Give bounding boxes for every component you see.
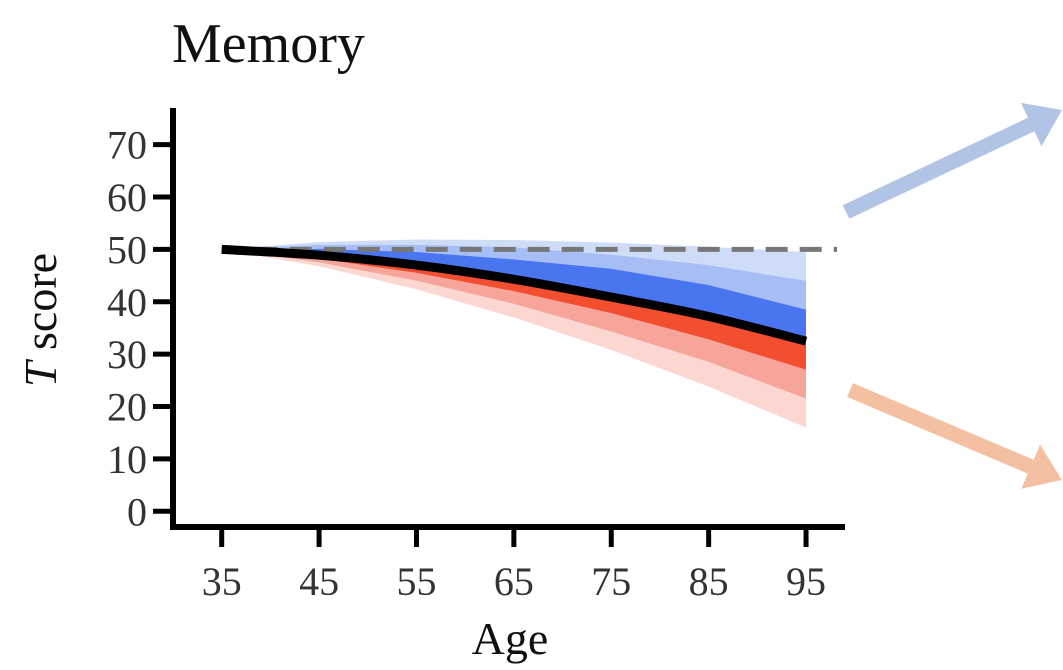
- y-axis-title-rest: score: [15, 253, 66, 362]
- y-tick-label-70: 70: [107, 123, 147, 168]
- y-tick-label-30: 30: [107, 332, 147, 377]
- y-tick-label-50: 50: [107, 227, 147, 272]
- x-tick-label-35: 35: [202, 559, 242, 604]
- x-tick-label-55: 55: [396, 559, 436, 604]
- y-axis-ticks: 0 10 20 30 40 50 60 70: [107, 123, 173, 534]
- y-axis-title: T score: [15, 253, 66, 387]
- band-upper-2: [221, 248, 806, 342]
- x-axis-ticks: 35 45 55 65 75 85 95: [202, 527, 826, 604]
- y-tick-label-40: 40: [107, 280, 147, 325]
- x-tick-label-95: 95: [786, 559, 826, 604]
- arrows: [842, 102, 1062, 489]
- y-axis-title-italic: T: [15, 358, 66, 387]
- y-tick-label-60: 60: [107, 175, 147, 220]
- band-upper-0: [221, 239, 806, 281]
- blue-arrow-head: [1021, 102, 1062, 147]
- x-tick-label-75: 75: [591, 559, 631, 604]
- x-tick-label-45: 45: [299, 559, 339, 604]
- x-axis-title: Age: [472, 613, 549, 664]
- median-trajectory-line: [221, 244, 808, 346]
- blue-arrow-shaft: [842, 117, 1035, 219]
- y-tick-label-20: 20: [107, 385, 147, 430]
- y-tick-label-0: 0: [127, 489, 147, 534]
- y-tick-label-10: 10: [107, 437, 147, 482]
- orange-arrow-head: [1021, 444, 1062, 489]
- band-upper-1: [221, 244, 806, 310]
- orange-arrow: [847, 383, 1062, 489]
- blue-arrow: [842, 102, 1062, 219]
- x-tick-label-65: 65: [494, 559, 534, 604]
- confidence-bands: [221, 239, 806, 428]
- orange-arrow-shaft: [847, 383, 1034, 474]
- x-tick-label-85: 85: [689, 559, 729, 604]
- chart-title: Memory: [172, 13, 365, 75]
